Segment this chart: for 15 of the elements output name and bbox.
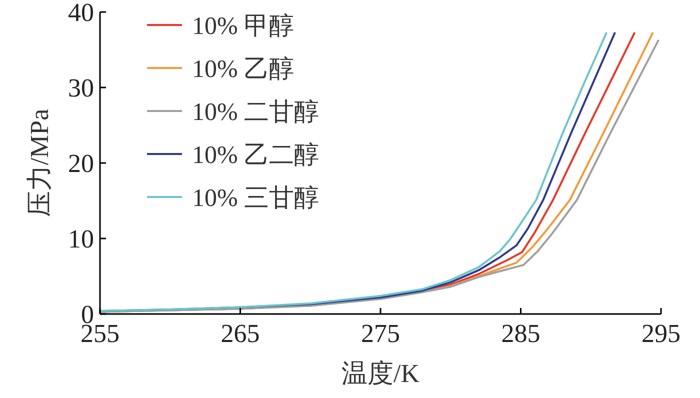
legend-label: 10% 二甘醇 bbox=[192, 99, 320, 126]
legend-label: 10% 三甘醇 bbox=[192, 185, 320, 212]
y-tick-label: 30 bbox=[68, 74, 94, 102]
x-tick-label: 275 bbox=[361, 319, 400, 348]
y-tick-label: 10 bbox=[68, 224, 94, 254]
y-tick-label: 20 bbox=[68, 149, 94, 178]
x-tick-label: 265 bbox=[220, 319, 260, 348]
legend-label: 10% 甲醇 bbox=[192, 13, 294, 40]
x-tick-label: 285 bbox=[501, 319, 540, 348]
y-tick-label: 40 bbox=[68, 0, 94, 27]
legend-label: 10% 乙醇 bbox=[192, 56, 294, 83]
x-tick-label: 295 bbox=[642, 319, 680, 348]
x-axis-title: 温度/K bbox=[342, 359, 420, 388]
y-axis-title: 压力/MPa bbox=[25, 108, 54, 218]
legend-label: 10% 乙二醇 bbox=[192, 142, 320, 169]
